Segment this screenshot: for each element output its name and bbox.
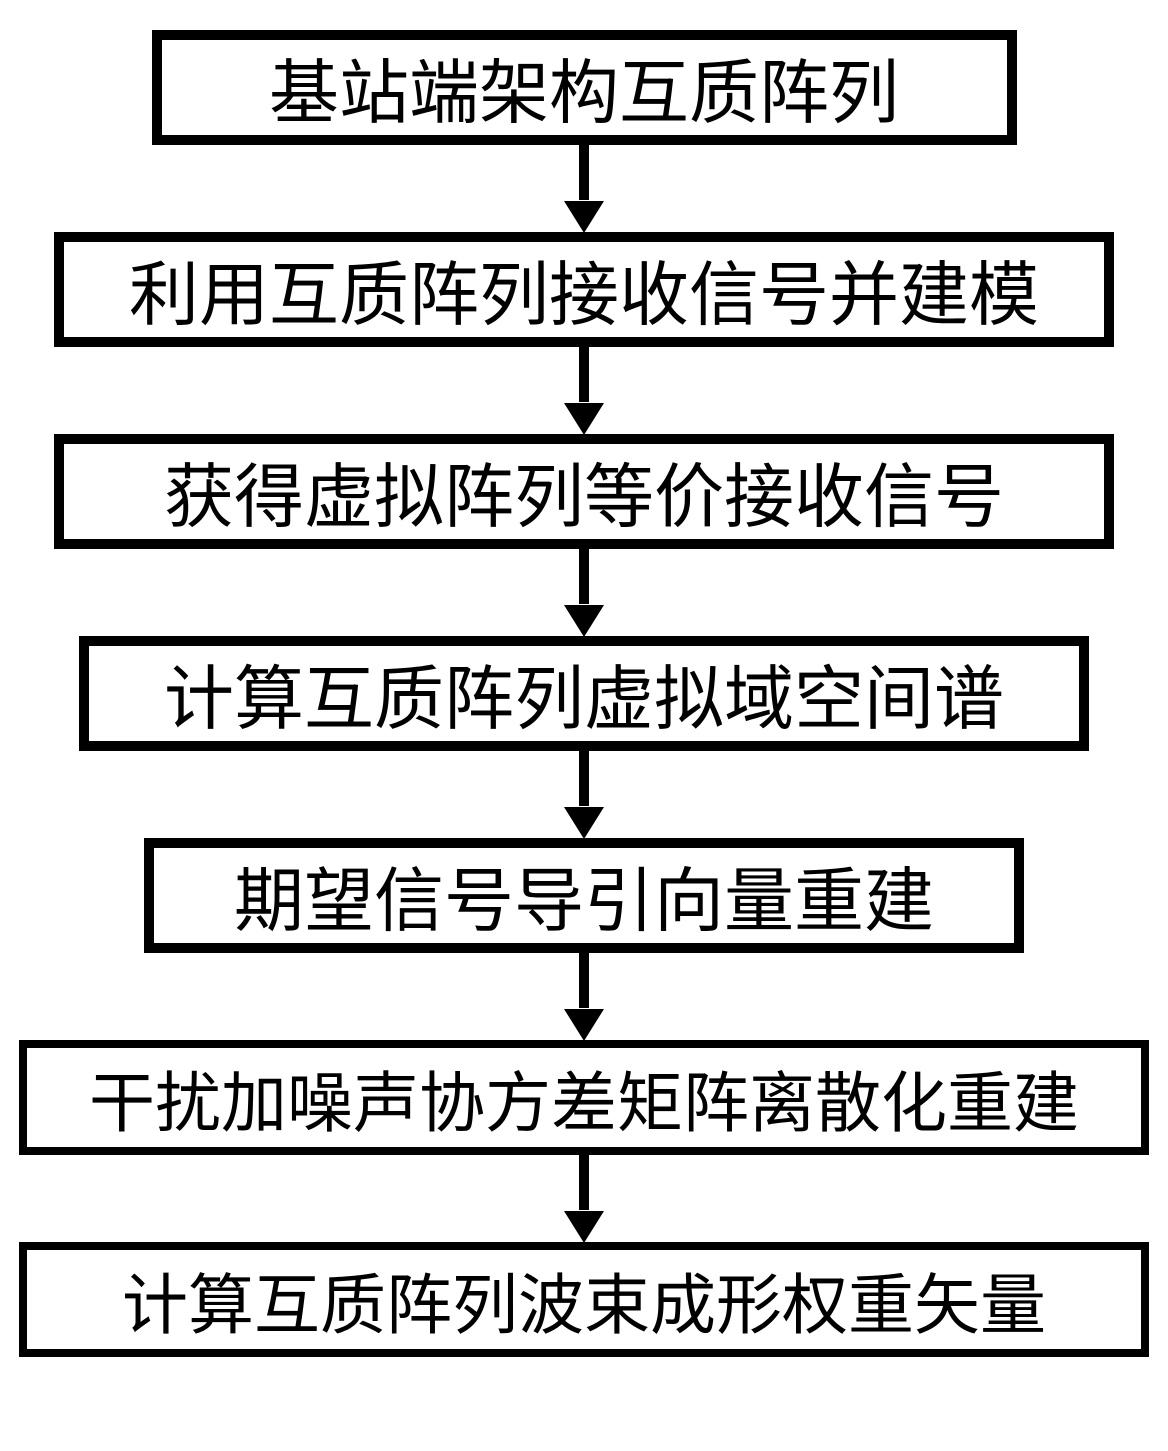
flow-step-5: 期望信号导引向量重建 [144, 838, 1024, 953]
flow-step-label: 基站端架构互质阵列 [269, 37, 899, 138]
flow-step-label: 利用互质阵列接收信号并建模 [129, 239, 1039, 340]
flow-step-label: 计算互质阵列波束成形权重矢量 [122, 1252, 1046, 1348]
flow-step-7: 计算互质阵列波束成形权重矢量 [19, 1242, 1149, 1357]
flow-arrow-5 [564, 953, 604, 1040]
flow-step-1: 基站端架构互质阵列 [152, 30, 1017, 145]
flow-step-3: 获得虚拟阵列等价接收信号 [54, 434, 1114, 549]
flow-step-6: 干扰加噪声协方差矩阵离散化重建 [19, 1040, 1149, 1155]
flow-arrow-2 [564, 347, 604, 434]
flow-step-label: 获得虚拟阵列等价接收信号 [164, 441, 1004, 542]
flow-step-label: 干扰加噪声协方差矩阵离散化重建 [89, 1050, 1079, 1146]
flowchart-container: 基站端架构互质阵列利用互质阵列接收信号并建模获得虚拟阵列等价接收信号计算互质阵列… [0, 0, 1168, 1451]
flow-arrow-1 [564, 145, 604, 232]
flow-step-2: 利用互质阵列接收信号并建模 [54, 232, 1114, 347]
flow-step-4: 计算互质阵列虚拟域空间谱 [79, 636, 1089, 751]
flow-step-label: 期望信号导引向量重建 [234, 845, 934, 946]
flow-arrow-4 [564, 751, 604, 838]
flow-arrow-6 [564, 1155, 604, 1242]
flow-step-label: 计算互质阵列虚拟域空间谱 [164, 643, 1004, 744]
flow-arrow-3 [564, 549, 604, 636]
